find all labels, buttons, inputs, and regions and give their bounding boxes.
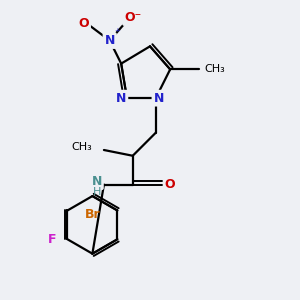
Text: CH₃: CH₃ (72, 142, 92, 152)
Text: O⁻: O⁻ (124, 11, 141, 24)
Text: N: N (104, 34, 115, 47)
Text: N: N (154, 92, 164, 105)
Text: N: N (92, 175, 102, 188)
Text: ⁺: ⁺ (114, 28, 120, 38)
Text: Br: Br (85, 208, 100, 220)
Text: F: F (47, 233, 56, 246)
Text: O: O (78, 17, 89, 30)
Text: H: H (92, 187, 101, 197)
Text: CH₃: CH₃ (205, 64, 226, 74)
Text: O: O (165, 178, 176, 191)
Text: N: N (116, 92, 126, 105)
